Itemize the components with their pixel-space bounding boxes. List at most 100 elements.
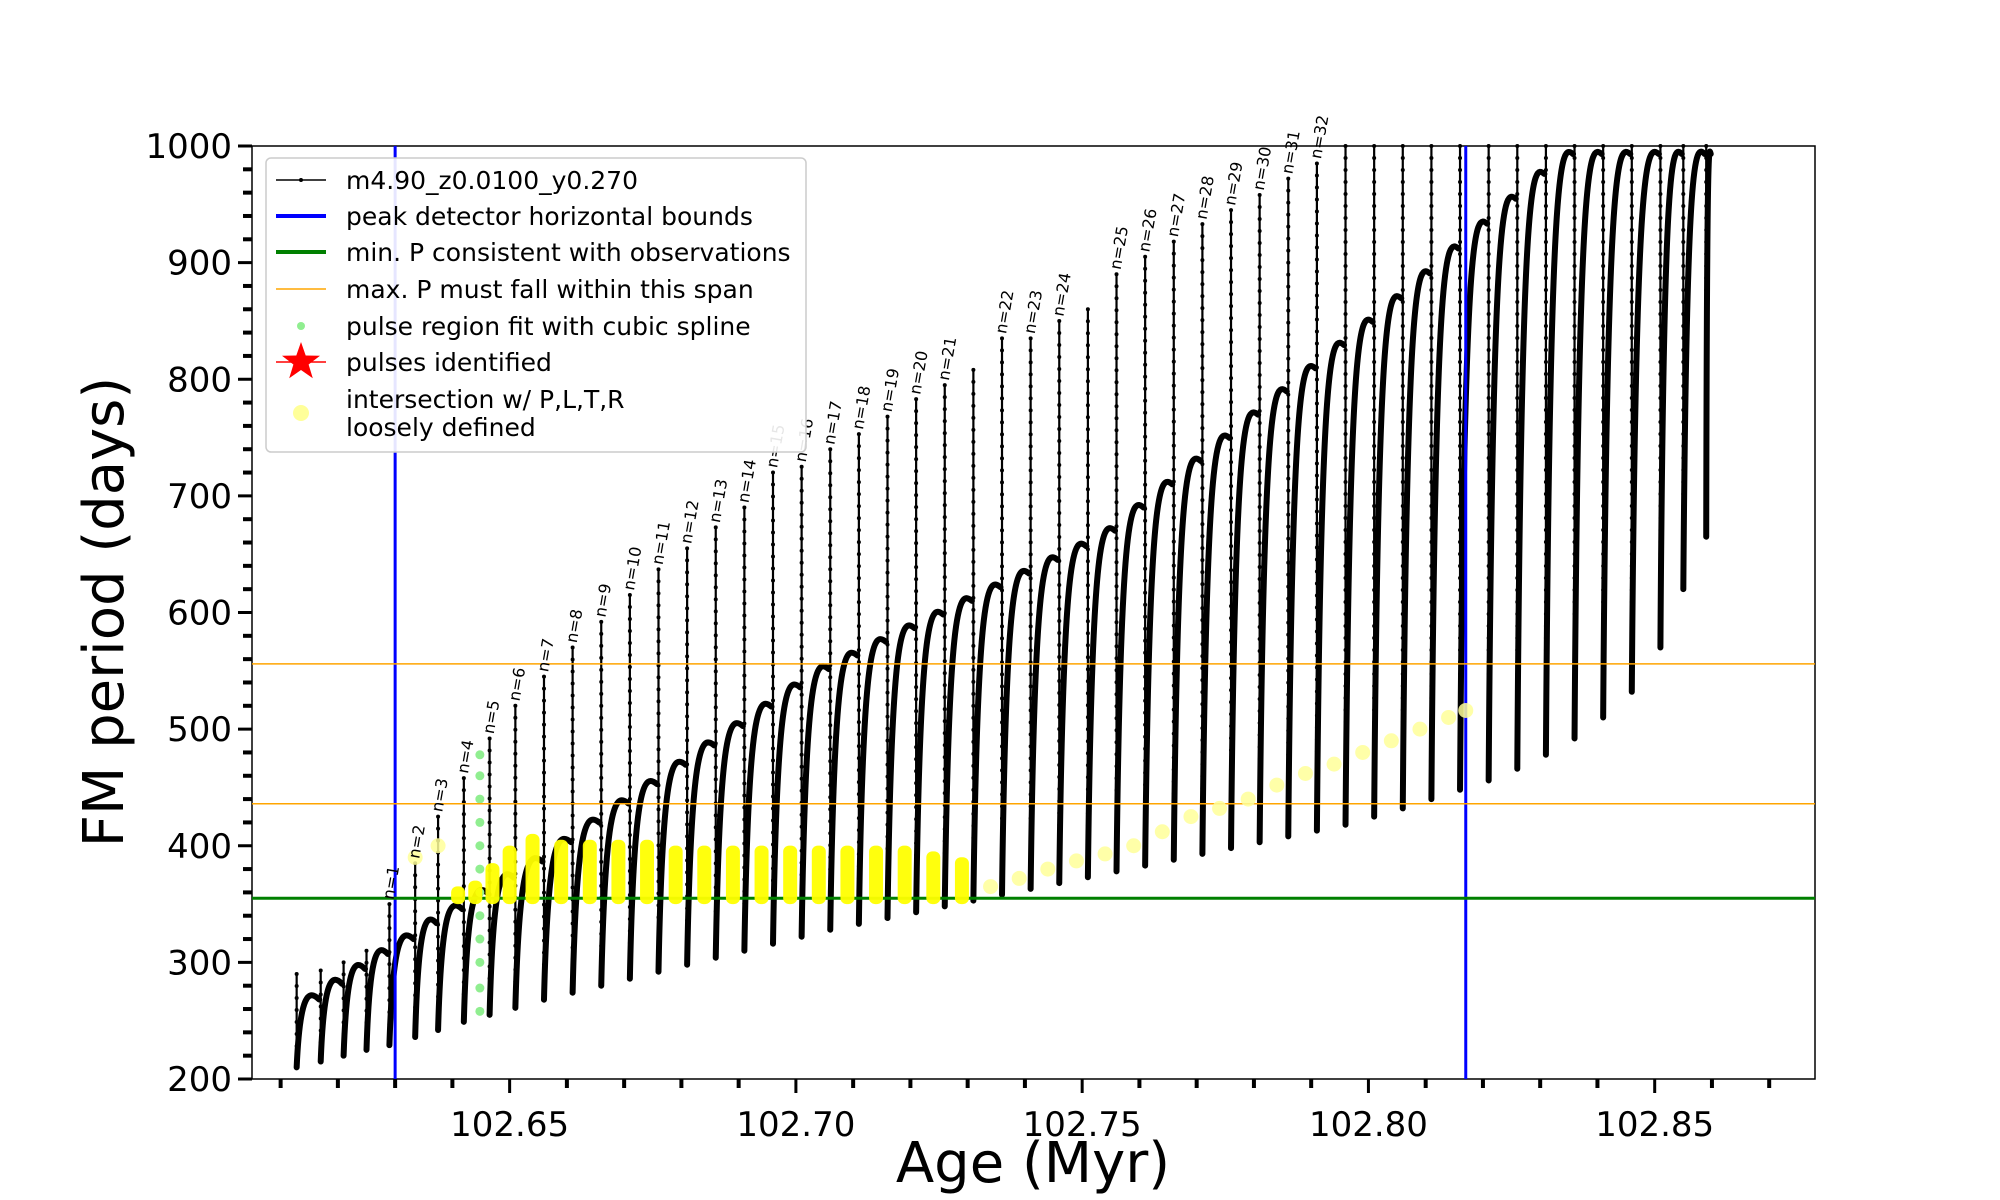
series-dot [1114,548,1119,553]
series-dot [971,679,976,684]
series-dot [685,702,690,707]
series-dot [914,397,919,402]
series-dot [1681,156,1686,160]
series-dot [1229,340,1234,345]
series-dot [627,761,632,766]
series-dot [1601,288,1606,292]
series-dot [1543,252,1548,256]
series-dot [1200,246,1205,251]
series-dot [1085,319,1090,324]
series-dot [942,539,947,544]
series-dot [1429,432,1434,436]
series-dot [436,874,441,879]
series-dot [1257,312,1262,317]
series-dot [627,821,632,826]
series-dot [1400,468,1405,472]
series-dot [1486,372,1491,376]
series-dot [1057,402,1062,407]
series-dot [387,950,392,955]
series-dot [971,691,976,696]
series-dot [685,582,690,587]
series-dot [656,687,661,692]
series-dot [1114,572,1119,577]
series-dot [856,636,861,641]
series-dot [1515,408,1520,412]
series-dot [1143,554,1148,559]
series-dot [742,709,747,714]
series-dot [685,558,690,563]
series-dot [1458,204,1463,208]
series-dot [656,843,661,848]
series-dot [1229,592,1234,597]
series-dot [570,717,575,722]
series-dot [541,854,546,859]
series-dot [1286,308,1291,313]
series-dot [1257,336,1262,341]
series-dot [1314,365,1319,370]
series-dot [1372,276,1377,280]
series-dot [627,725,632,730]
series-dot [1543,312,1548,316]
intersection-point [697,845,712,905]
series-dot [1601,300,1606,304]
series-dot [1085,511,1090,516]
series-dot [942,611,947,616]
series-dot [1400,444,1405,448]
series-dot [1343,324,1348,328]
series-dot [771,614,775,619]
series-dot [1543,168,1548,172]
series-dot [1257,192,1262,197]
series-dot [742,565,747,570]
series-dot [1057,522,1062,527]
series-dot [461,812,466,817]
series-dot [656,747,661,752]
series-dot [1057,534,1062,539]
series-dot [1028,432,1033,437]
series-dot [1057,630,1062,635]
series-dot [1028,588,1033,593]
series-dot [1372,492,1377,496]
series-dot [1486,348,1491,352]
series-dot [487,856,492,861]
series-dot [1400,360,1405,364]
series-dot [1429,312,1434,316]
series-dot [599,715,604,720]
series-dot [599,679,604,684]
recovery-arc [798,663,832,940]
y-tick-label: 200 [167,1060,232,1100]
series-dot [1057,342,1062,347]
series-dot [1543,144,1548,148]
series-dot [685,714,690,719]
recovery-arc [855,636,890,927]
series-dot [1543,156,1548,160]
intersection-point [525,833,540,905]
series-dot [1486,384,1491,388]
series-dot [627,749,632,754]
series-dot [1429,204,1434,208]
series-dot [885,714,890,719]
spline-point [475,841,485,851]
series-dot [1286,248,1291,253]
recovery-arc [1657,148,1685,651]
series-dot [971,619,976,624]
series-dot [1143,482,1148,487]
series-dot [1400,216,1405,220]
series-dot [1372,168,1377,172]
series-dot [1601,336,1606,340]
series-dot [1343,276,1348,280]
series-dot [413,933,418,938]
series-dot [1629,216,1634,220]
series-dot [1114,344,1119,349]
series-dot [1486,156,1491,160]
series-dot [1372,468,1377,472]
series-dot [656,639,661,644]
series-dot [799,464,804,469]
series-dot [799,740,804,745]
series-dot [742,637,747,642]
spline-point [475,817,485,827]
series-dot [1572,228,1577,232]
series-dot [1000,480,1005,485]
loosely-defined-point [1068,853,1084,869]
series-dot [914,709,919,714]
series-dot [1114,536,1119,541]
